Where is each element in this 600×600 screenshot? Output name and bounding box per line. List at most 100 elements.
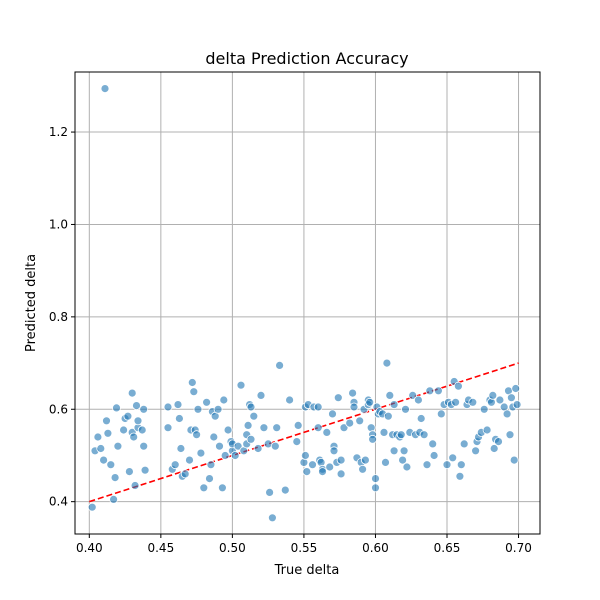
- data-point: [382, 358, 392, 368]
- x-tick-label: 0.65: [434, 541, 461, 555]
- x-tick-label: 0.70: [505, 541, 532, 555]
- data-point: [87, 502, 97, 512]
- data-point: [275, 360, 285, 370]
- data-point: [453, 381, 463, 391]
- data-point: [502, 409, 512, 419]
- data-point: [471, 446, 481, 456]
- data-point: [318, 467, 327, 477]
- data-point: [355, 416, 365, 426]
- data-point: [129, 432, 139, 442]
- data-point: [509, 455, 519, 465]
- data-point: [230, 451, 240, 460]
- data-point: [322, 427, 332, 437]
- data-point: [505, 430, 515, 440]
- data-point: [308, 460, 317, 470]
- data-point: [495, 395, 505, 405]
- data-point: [345, 418, 355, 428]
- data-point: [176, 444, 186, 453]
- y-tick-label: 0.8: [49, 310, 68, 324]
- x-tick-label: 0.55: [291, 541, 318, 555]
- data-point: [329, 446, 339, 456]
- data-point: [429, 451, 439, 460]
- data-point: [193, 404, 203, 414]
- data-point: [100, 84, 110, 93]
- data-point: [325, 462, 335, 472]
- data-point: [512, 400, 522, 410]
- data-point: [163, 423, 173, 433]
- data-point: [358, 464, 368, 474]
- data-point: [419, 430, 429, 440]
- data-point: [124, 467, 134, 477]
- data-point: [132, 401, 141, 411]
- data-point: [223, 425, 233, 435]
- data-point: [180, 469, 190, 479]
- data-point: [433, 386, 443, 396]
- data-point: [448, 453, 458, 463]
- data-point: [293, 420, 303, 430]
- data-point: [202, 397, 212, 407]
- data-point: [349, 402, 359, 412]
- data-point: [459, 439, 469, 449]
- data-point: [336, 455, 346, 465]
- data-point: [196, 448, 206, 458]
- data-point: [215, 441, 224, 451]
- data-point: [99, 455, 108, 465]
- data-point: [113, 441, 123, 451]
- data-point: [96, 444, 106, 453]
- data-point: [103, 428, 113, 438]
- data-point: [489, 444, 499, 453]
- data-point: [140, 465, 150, 475]
- data-point: [265, 487, 275, 497]
- data-point: [93, 432, 103, 442]
- y-axis-ticks: 0.4 0.6 0.8 1.0 1.2: [49, 125, 75, 509]
- y-tick-label: 1.2: [49, 125, 68, 139]
- data-point: [139, 404, 149, 414]
- data-point: [259, 423, 269, 433]
- x-tick-label: 0.40: [76, 541, 103, 555]
- data-point: [292, 437, 302, 447]
- x-axis-label: True delta: [274, 563, 340, 578]
- data-point: [272, 423, 282, 433]
- data-point: [209, 432, 219, 442]
- y-tick-label: 1.0: [49, 217, 68, 231]
- plot-frame: [74, 71, 541, 535]
- data-point: [511, 384, 521, 393]
- data-point: [112, 403, 121, 413]
- data-point: [422, 460, 432, 470]
- data-point: [482, 425, 492, 435]
- data-point: [302, 467, 312, 477]
- data-point: [110, 473, 120, 483]
- data-point: [189, 387, 199, 397]
- data-point: [389, 446, 399, 456]
- data-point: [383, 411, 393, 421]
- chart-title: delta Prediction Accuracy: [205, 49, 408, 68]
- data-point: [451, 397, 461, 407]
- data-point: [456, 460, 466, 470]
- data-point: [185, 455, 194, 465]
- x-axis-ticks: 0.40 0.45 0.50 0.55 0.60 0.65 0.70: [76, 534, 532, 555]
- data-point: [468, 397, 478, 407]
- data-point: [249, 411, 259, 421]
- data-point: [130, 481, 140, 490]
- data-point: [416, 414, 426, 423]
- data-point: [381, 457, 390, 467]
- data-point: [102, 416, 111, 426]
- data-point: [300, 451, 310, 460]
- data-point: [366, 423, 376, 433]
- data-point: [348, 388, 358, 398]
- data-point: [336, 469, 346, 479]
- data-point: [267, 513, 277, 523]
- data-point: [360, 455, 370, 465]
- data-point: [109, 494, 118, 504]
- data-point: [243, 420, 253, 430]
- data-point: [385, 390, 395, 400]
- data-point: [285, 395, 295, 405]
- data-point: [425, 386, 435, 396]
- data-point: [174, 414, 184, 423]
- data-point: [333, 393, 343, 403]
- data-point: [413, 395, 423, 405]
- data-point: [368, 434, 378, 444]
- data-point: [137, 425, 147, 435]
